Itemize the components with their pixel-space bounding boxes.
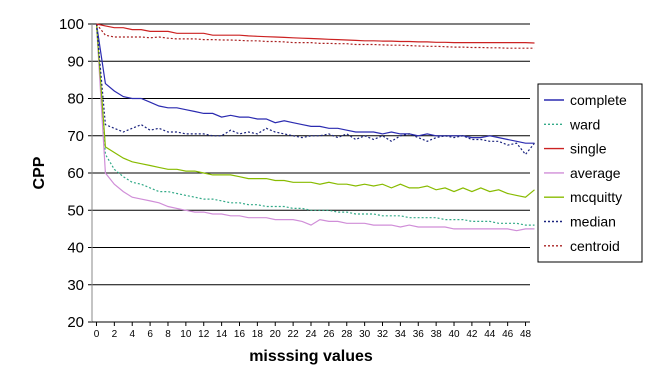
series-lines (95, 23, 535, 232)
x-tick-label: 34 (395, 329, 407, 340)
series-line-ward (95, 23, 535, 226)
x-tick-label: 30 (359, 329, 371, 340)
x-tick-label: 38 (431, 329, 443, 340)
x-axis-label: misssing values (249, 348, 373, 365)
legend-label-mcquitty: mcquitty (570, 189, 622, 205)
y-tick-label: 60 (67, 165, 84, 182)
y-tick-label: 90 (67, 53, 84, 70)
series-line-complete (95, 23, 535, 144)
y-tick-label: 80 (67, 91, 84, 108)
x-tick-label: 48 (520, 329, 532, 340)
legend-label-complete: complete (570, 92, 627, 108)
y-tick-label: 40 (67, 240, 84, 257)
x-tick-label: 6 (147, 329, 153, 340)
x-tick-label: 24 (305, 329, 317, 340)
x-tick-label: 44 (484, 329, 496, 340)
legend-label-median: median (570, 214, 616, 230)
x-tick-label: 16 (234, 329, 246, 340)
x-tick-label: 8 (165, 329, 171, 340)
x-tick-label: 20 (270, 329, 282, 340)
x-tick-label: 4 (129, 329, 135, 340)
legend-label-average: average (570, 165, 621, 181)
x-tick-label: 18 (252, 329, 264, 340)
y-tick-label: 70 (67, 128, 84, 145)
x-tick-label: 28 (341, 329, 353, 340)
y-tick-labels: 20 30 40 50 60 70 80 90 100 (59, 16, 84, 331)
legend-label-centroid: centroid (570, 238, 620, 254)
x-tick-label: 46 (502, 329, 514, 340)
x-tick-label: 2 (112, 329, 118, 340)
x-tick-label: 36 (413, 329, 425, 340)
x-tick-labels: 0 2 4 6 8 10 12 14 16 18 20 22 24 26 28 30 32 34 36 38 40 42 4… (94, 329, 532, 340)
legend-label-single: single (570, 141, 607, 157)
grid-lines (88, 23, 530, 323)
x-tick-label: 22 (288, 329, 300, 340)
x-tick-label: 26 (323, 329, 335, 340)
series-line-mcquitty (95, 23, 535, 198)
series-line-single (96, 23, 535, 44)
x-tick-label: 32 (377, 329, 389, 340)
y-tick-label: 20 (67, 314, 84, 331)
y-tick-label: 100 (59, 16, 84, 33)
x-tick-label: 10 (180, 329, 192, 340)
y-tick-label: 30 (67, 277, 84, 294)
x-tick-label: 0 (94, 329, 100, 340)
series-line-median (95, 23, 535, 156)
x-tick-label: 40 (448, 329, 460, 340)
x-tick-label: 14 (216, 329, 228, 340)
y-tick-label: 50 (67, 202, 84, 219)
legend-label-ward: ward (569, 116, 600, 132)
y-axis-label: CPP (31, 156, 48, 189)
series-line-average (95, 23, 535, 232)
x-tick-label: 42 (466, 329, 478, 340)
axes (91, 24, 530, 326)
x-tick-label: 12 (198, 329, 210, 340)
series-line-centroid (96, 23, 535, 49)
legend: complete ward single average mcquitty median c… (537, 83, 643, 263)
